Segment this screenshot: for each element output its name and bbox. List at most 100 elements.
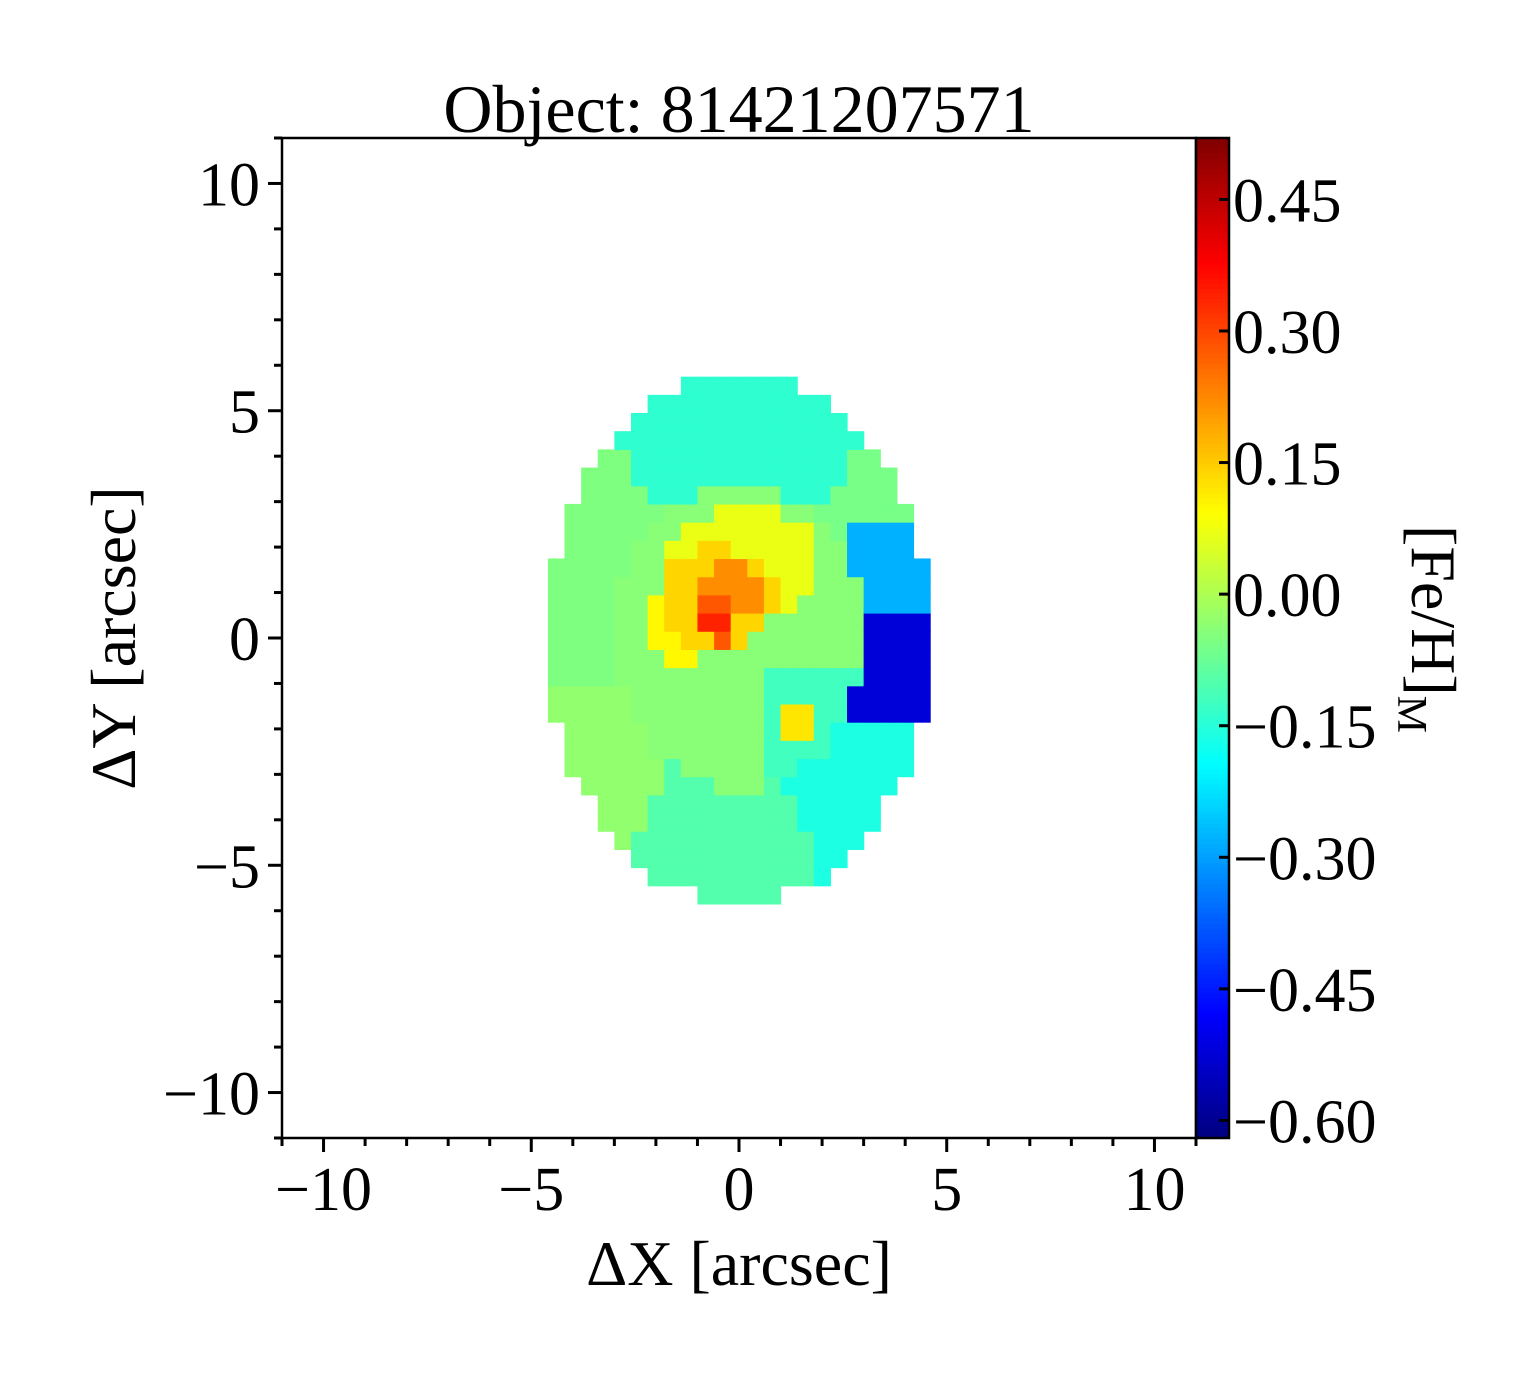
map-pixel — [847, 649, 865, 669]
map-pixel — [630, 631, 649, 650]
y-tick-label: 10 — [198, 151, 260, 219]
map-pixel — [630, 849, 649, 869]
map-pixel — [714, 649, 732, 669]
map-pixel — [564, 594, 582, 614]
colorbar-step — [1196, 323, 1229, 329]
colorbar-step — [1196, 738, 1229, 744]
colorbar-step — [1196, 1113, 1229, 1119]
map-pixel — [714, 722, 732, 741]
map-pixel — [730, 394, 748, 414]
map-pixel — [847, 703, 865, 723]
colorbar-step — [1196, 773, 1229, 779]
map-pixel — [913, 667, 931, 687]
map-pixel — [763, 449, 782, 469]
map-pixel — [863, 649, 881, 669]
map-pixel — [630, 540, 649, 560]
map-pixel — [564, 740, 582, 760]
map-pixel — [880, 576, 898, 596]
colorbar-step — [1196, 468, 1229, 474]
colorbar-step — [1196, 268, 1229, 274]
map-pixel — [813, 431, 831, 450]
map-pixel — [780, 849, 798, 869]
colorbar-step — [1196, 273, 1229, 279]
map-pixel — [847, 758, 865, 778]
colorbar-step — [1196, 503, 1229, 509]
colorbar-step — [1196, 578, 1229, 584]
colorbar-step — [1196, 363, 1229, 369]
map-pixel — [597, 667, 615, 687]
colorbar-step — [1196, 188, 1229, 194]
map-pixel — [697, 449, 715, 469]
map-pixel — [763, 649, 782, 669]
map-pixel — [747, 594, 765, 614]
map-pixel — [581, 503, 599, 523]
map-pixel — [830, 522, 848, 541]
map-pixel — [813, 685, 831, 705]
map-pixel — [630, 703, 649, 723]
map-pixel — [581, 649, 599, 669]
map-pixel — [697, 522, 715, 541]
map-pixel — [863, 485, 881, 505]
map-pixel — [697, 722, 715, 741]
map-pixel — [847, 776, 865, 796]
map-pixel — [813, 667, 831, 687]
map-pixel — [664, 413, 682, 432]
map-pixel — [647, 722, 665, 741]
map-pixel — [581, 540, 599, 560]
map-pixel — [813, 867, 831, 887]
map-pixel — [714, 758, 732, 778]
map-pixel — [880, 722, 898, 741]
map-pixel — [714, 540, 732, 560]
map-pixel — [664, 613, 682, 632]
map-pixel — [747, 376, 765, 396]
map-pixel — [797, 685, 815, 705]
map-pixel — [647, 649, 665, 669]
map-pixel — [797, 740, 815, 760]
colorbar-step — [1196, 793, 1229, 799]
colorbar-step — [1196, 1038, 1229, 1044]
colorbar-step — [1196, 708, 1229, 714]
map-pixel — [813, 485, 831, 505]
map-pixel — [896, 740, 915, 760]
map-pixel — [647, 594, 665, 614]
colorbar-step — [1196, 968, 1229, 974]
colorbar-step — [1196, 948, 1229, 954]
map-pixel — [847, 431, 865, 450]
map-pixel — [813, 813, 831, 832]
map-pixel — [664, 522, 682, 541]
map-pixel — [630, 776, 649, 796]
map-pixel — [747, 667, 765, 687]
map-pixel — [896, 594, 915, 614]
map-pixel — [614, 594, 632, 614]
map-pixel — [680, 594, 699, 614]
map-pixel — [664, 594, 682, 614]
map-pixel — [614, 776, 632, 796]
map-pixel — [630, 558, 649, 578]
map-pixel — [647, 449, 665, 469]
map-pixel — [813, 649, 831, 669]
map-pixel — [913, 613, 931, 632]
colorbar-step — [1196, 753, 1229, 759]
map-pixel — [763, 522, 782, 541]
map-pixel — [547, 685, 566, 705]
map-pixel — [614, 576, 632, 596]
colorbar-step — [1196, 438, 1229, 444]
map-pixel — [863, 540, 881, 560]
colorbar-step — [1196, 838, 1229, 844]
map-pixel — [614, 649, 632, 669]
colorbar-step — [1196, 558, 1229, 564]
map-pixel — [830, 631, 848, 650]
colorbar-step — [1196, 388, 1229, 394]
map-pixel — [730, 503, 748, 523]
map-pixel — [747, 685, 765, 705]
map-pixel — [880, 649, 898, 669]
colorbar-step — [1196, 808, 1229, 814]
map-pixel — [797, 813, 815, 832]
colorbar-step — [1196, 998, 1229, 1004]
map-pixel — [647, 613, 665, 632]
map-pixel — [896, 540, 915, 560]
map-pixel — [647, 849, 665, 869]
map-pixel — [630, 649, 649, 669]
colorbar-step — [1196, 143, 1229, 149]
colorbar-step — [1196, 213, 1229, 219]
